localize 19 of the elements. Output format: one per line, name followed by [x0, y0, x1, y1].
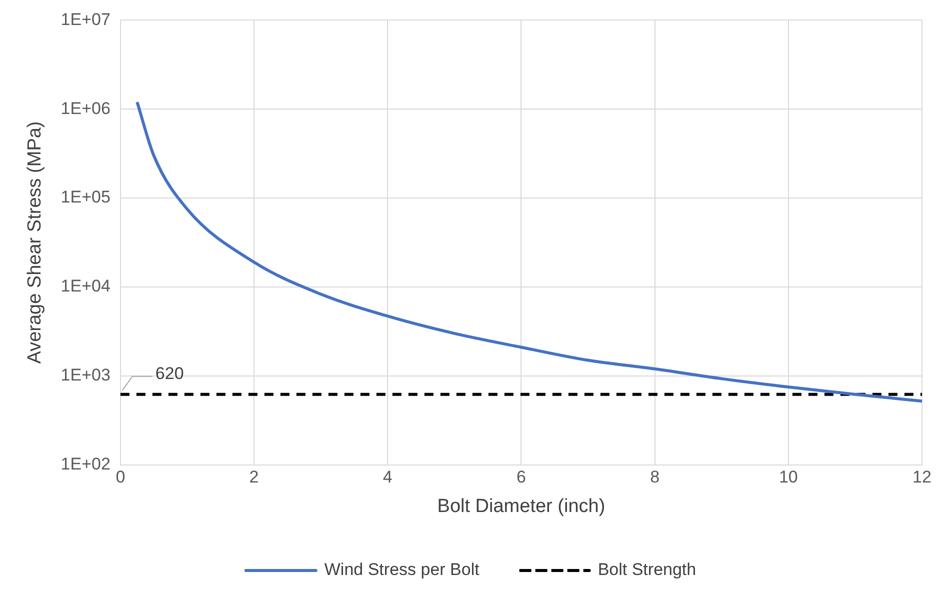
x-axis-title: Bolt Diameter (inch) [437, 496, 606, 517]
legend-label: Wind Stress per Bolt [324, 560, 480, 580]
y-axis-title: Average Shear Stress (MPa) [24, 121, 46, 364]
x-tick-label: 2 [249, 468, 259, 487]
y-tick-label: 1E+03 [60, 366, 110, 385]
y-tick-label: 1E+04 [60, 276, 110, 296]
legend-label: Bolt Strength [598, 560, 696, 580]
y-tick-label: 1E+06 [60, 98, 110, 118]
annotation: 620 [155, 364, 184, 384]
x-tick-label: 6 [516, 468, 526, 487]
y-tick-label: 1E+05 [60, 188, 110, 207]
y-tick-label: 1E+07 [60, 10, 110, 29]
x-tick-label: 12 [912, 468, 932, 487]
x-tick-label: 8 [650, 468, 660, 487]
x-tick-label: 4 [382, 468, 392, 487]
line-series [136, 100, 922, 403]
y-tick-label: 1E+02 [60, 454, 110, 474]
x-tick-label: 0 [116, 468, 126, 487]
x-tick-label: 10 [778, 468, 798, 487]
